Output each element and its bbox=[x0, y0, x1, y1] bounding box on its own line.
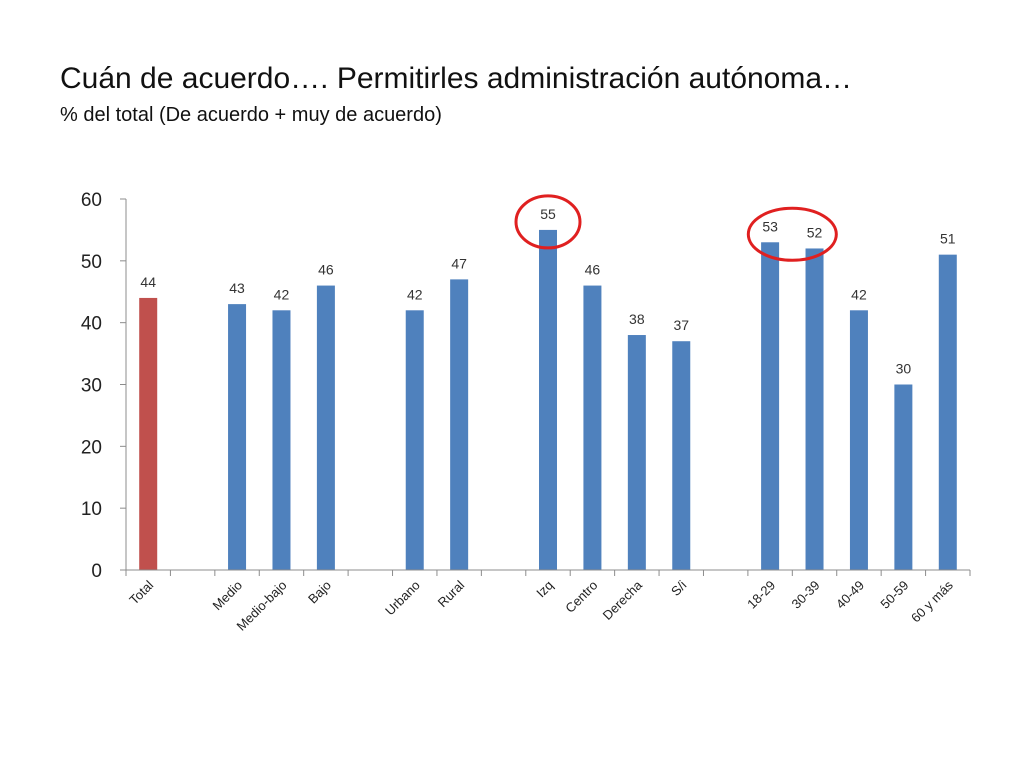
y-tick-label: 20 bbox=[81, 437, 102, 458]
chart-subtitle: % del total (De acuerdo + muy de acuerdo… bbox=[60, 104, 442, 126]
data-label: 42 bbox=[851, 286, 867, 302]
x-tick-label: Rural bbox=[435, 577, 468, 610]
x-tick-label: Derecha bbox=[600, 577, 646, 623]
bar bbox=[672, 341, 691, 570]
highlight-circle bbox=[746, 206, 838, 262]
bar bbox=[583, 285, 602, 570]
bar bbox=[405, 310, 424, 570]
data-label: 44 bbox=[140, 274, 156, 290]
bar bbox=[272, 310, 291, 570]
data-label: 42 bbox=[274, 286, 290, 302]
bar bbox=[627, 335, 646, 570]
chart-title: Cuán de acuerdo…. Permitirles administra… bbox=[60, 62, 853, 95]
data-label: 52 bbox=[807, 224, 823, 240]
data-label: 51 bbox=[940, 231, 956, 247]
data-label: 47 bbox=[451, 255, 467, 271]
bar bbox=[228, 304, 247, 570]
bar bbox=[139, 297, 158, 570]
x-tick-label: Izq bbox=[533, 578, 556, 601]
x-tick-label: 60 y más bbox=[908, 577, 956, 625]
bar bbox=[539, 229, 557, 570]
data-label: 42 bbox=[407, 286, 423, 302]
x-tick-label: Medio bbox=[210, 578, 246, 614]
x-tick-label: 50-59 bbox=[877, 578, 911, 612]
data-label: 43 bbox=[229, 280, 245, 296]
highlight-circles bbox=[514, 194, 838, 262]
y-tick-label: 0 bbox=[91, 561, 102, 582]
x-tick-label: 40-49 bbox=[833, 578, 867, 612]
x-tick-label: S/i bbox=[668, 577, 689, 598]
y-tick-label: 40 bbox=[81, 314, 102, 335]
y-tick-label: 10 bbox=[81, 499, 102, 520]
y-axis: 0 10 20 30 40 50 60 bbox=[81, 190, 127, 582]
y-tick-label: 30 bbox=[81, 376, 102, 397]
y-tick-label: 50 bbox=[81, 252, 102, 273]
data-label: 46 bbox=[585, 262, 601, 278]
bars: 44 43 42 46 42 47 55 46 38 37 53 52 42 30 51 bbox=[139, 206, 957, 571]
data-label: 37 bbox=[673, 317, 689, 333]
x-tick-label: 18-29 bbox=[744, 578, 778, 612]
highlight-circle bbox=[514, 194, 582, 250]
x-tick-label: Urbano bbox=[382, 578, 423, 619]
x-tick-label: 30-39 bbox=[789, 578, 823, 612]
bar bbox=[450, 279, 469, 570]
bar bbox=[761, 242, 780, 571]
data-label: 30 bbox=[896, 361, 912, 377]
bar bbox=[938, 254, 957, 570]
bar bbox=[316, 285, 335, 570]
x-tick-label: Total bbox=[126, 577, 156, 607]
x-tick-label: Centro bbox=[562, 578, 600, 616]
data-label: 55 bbox=[540, 206, 556, 222]
bar bbox=[894, 384, 913, 570]
bar bbox=[805, 248, 824, 570]
bar bbox=[849, 310, 868, 570]
y-tick-label: 60 bbox=[81, 190, 102, 211]
data-label: 38 bbox=[629, 311, 645, 327]
data-label: 46 bbox=[318, 262, 334, 278]
x-tick-label: Bajo bbox=[305, 578, 334, 607]
data-label: 53 bbox=[762, 218, 778, 234]
